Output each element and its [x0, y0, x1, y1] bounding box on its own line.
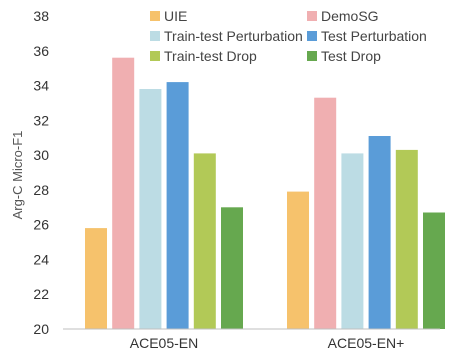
legend-label-uie: UIE — [164, 8, 187, 24]
legend-label-demosg: DemoSG — [321, 8, 379, 24]
y-tick-label-28: 28 — [33, 182, 49, 198]
y-tick-label-20: 20 — [33, 321, 49, 337]
bar-train-test-drop-ace05-en — [193, 153, 216, 329]
bar-train-test-perturbation-ace05-en — [139, 89, 162, 329]
bar-test-perturbation-ace05-en — [166, 82, 189, 329]
y-tick-label-30: 30 — [33, 147, 49, 163]
y-tick-label-26: 26 — [33, 217, 49, 233]
y-tick-label-24: 24 — [33, 251, 49, 267]
legend-label-test-drop: Test Drop — [321, 48, 381, 64]
bar-demosg-ace05-en — [112, 57, 135, 329]
axes-layer: ACE05-EN ACE05-EN+ 20 22 24 26 28 30 32 34 36 38 — [33, 8, 440, 351]
legend-swatch-test-perturbation — [307, 31, 317, 41]
x-tick-label-ace05-en: ACE05-EN — [130, 335, 198, 351]
bar-test-drop-ace05-en — [423, 212, 445, 329]
legend-swatch-uie — [150, 11, 160, 21]
legend-swatch-train-test-perturbation — [150, 31, 160, 41]
bar-train-test-perturbation-ace05-en — [341, 153, 364, 329]
y-axis-title: Arg-C Micro-F1 — [10, 131, 25, 220]
bar-train-test-drop-ace05-en — [395, 149, 418, 329]
legend-label-test-perturbation: Test Perturbation — [321, 28, 427, 44]
y-tick-label-38: 38 — [33, 8, 49, 24]
legend: UIE DemoSG Train-test Perturbation Test Per… — [150, 8, 427, 64]
bar-uie-ace05-en — [287, 191, 309, 329]
legend-swatch-train-test-drop — [150, 51, 160, 61]
y-tick-label-36: 36 — [33, 43, 49, 59]
bars-layer — [85, 57, 445, 329]
y-tick-label-34: 34 — [33, 78, 49, 94]
legend-swatch-test-drop — [307, 51, 317, 61]
bar-test-perturbation-ace05-en — [368, 136, 391, 329]
bar-uie-ace05-en — [85, 228, 107, 329]
x-tick-label-ace05-en: ACE05-EN+ — [328, 335, 405, 351]
y-tick-label-22: 22 — [33, 286, 49, 302]
bar-demosg-ace05-en — [314, 97, 337, 329]
y-tick-label-32: 32 — [33, 112, 49, 128]
bar-test-drop-ace05-en — [221, 207, 243, 329]
legend-label-train-test-drop: Train-test Drop — [164, 48, 257, 64]
legend-label-train-test-perturbation: Train-test Perturbation — [164, 28, 303, 44]
legend-swatch-demosg — [307, 11, 317, 21]
